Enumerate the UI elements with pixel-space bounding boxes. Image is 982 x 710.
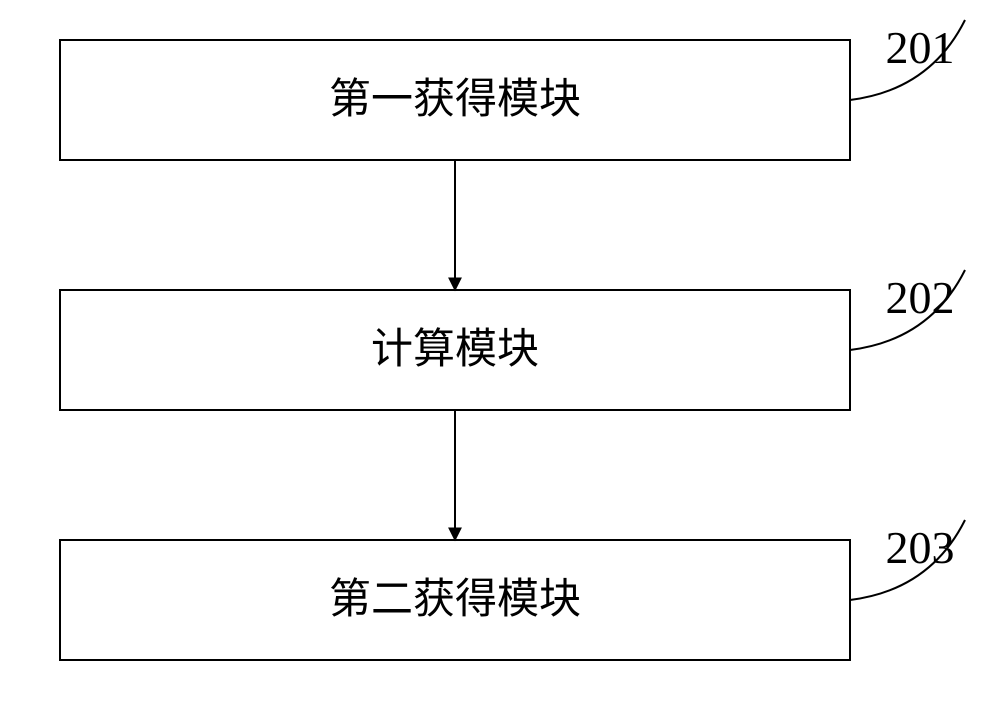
flowchart-canvas: 第一获得模块计算模块第二获得模块 201 202 203 bbox=[0, 0, 982, 710]
node-label: 第二获得模块 bbox=[329, 577, 581, 623]
reference-label: 201 bbox=[886, 22, 955, 73]
flowchart-node: 计算模块 bbox=[60, 290, 850, 410]
node-label: 第一获得模块 bbox=[329, 77, 581, 123]
flowchart-node: 第一获得模块 bbox=[60, 40, 850, 160]
flowchart-node: 第二获得模块 bbox=[60, 540, 850, 660]
reference-label: 203 bbox=[886, 522, 955, 573]
node-label: 计算模块 bbox=[371, 327, 539, 373]
reference-label: 202 bbox=[886, 272, 955, 323]
